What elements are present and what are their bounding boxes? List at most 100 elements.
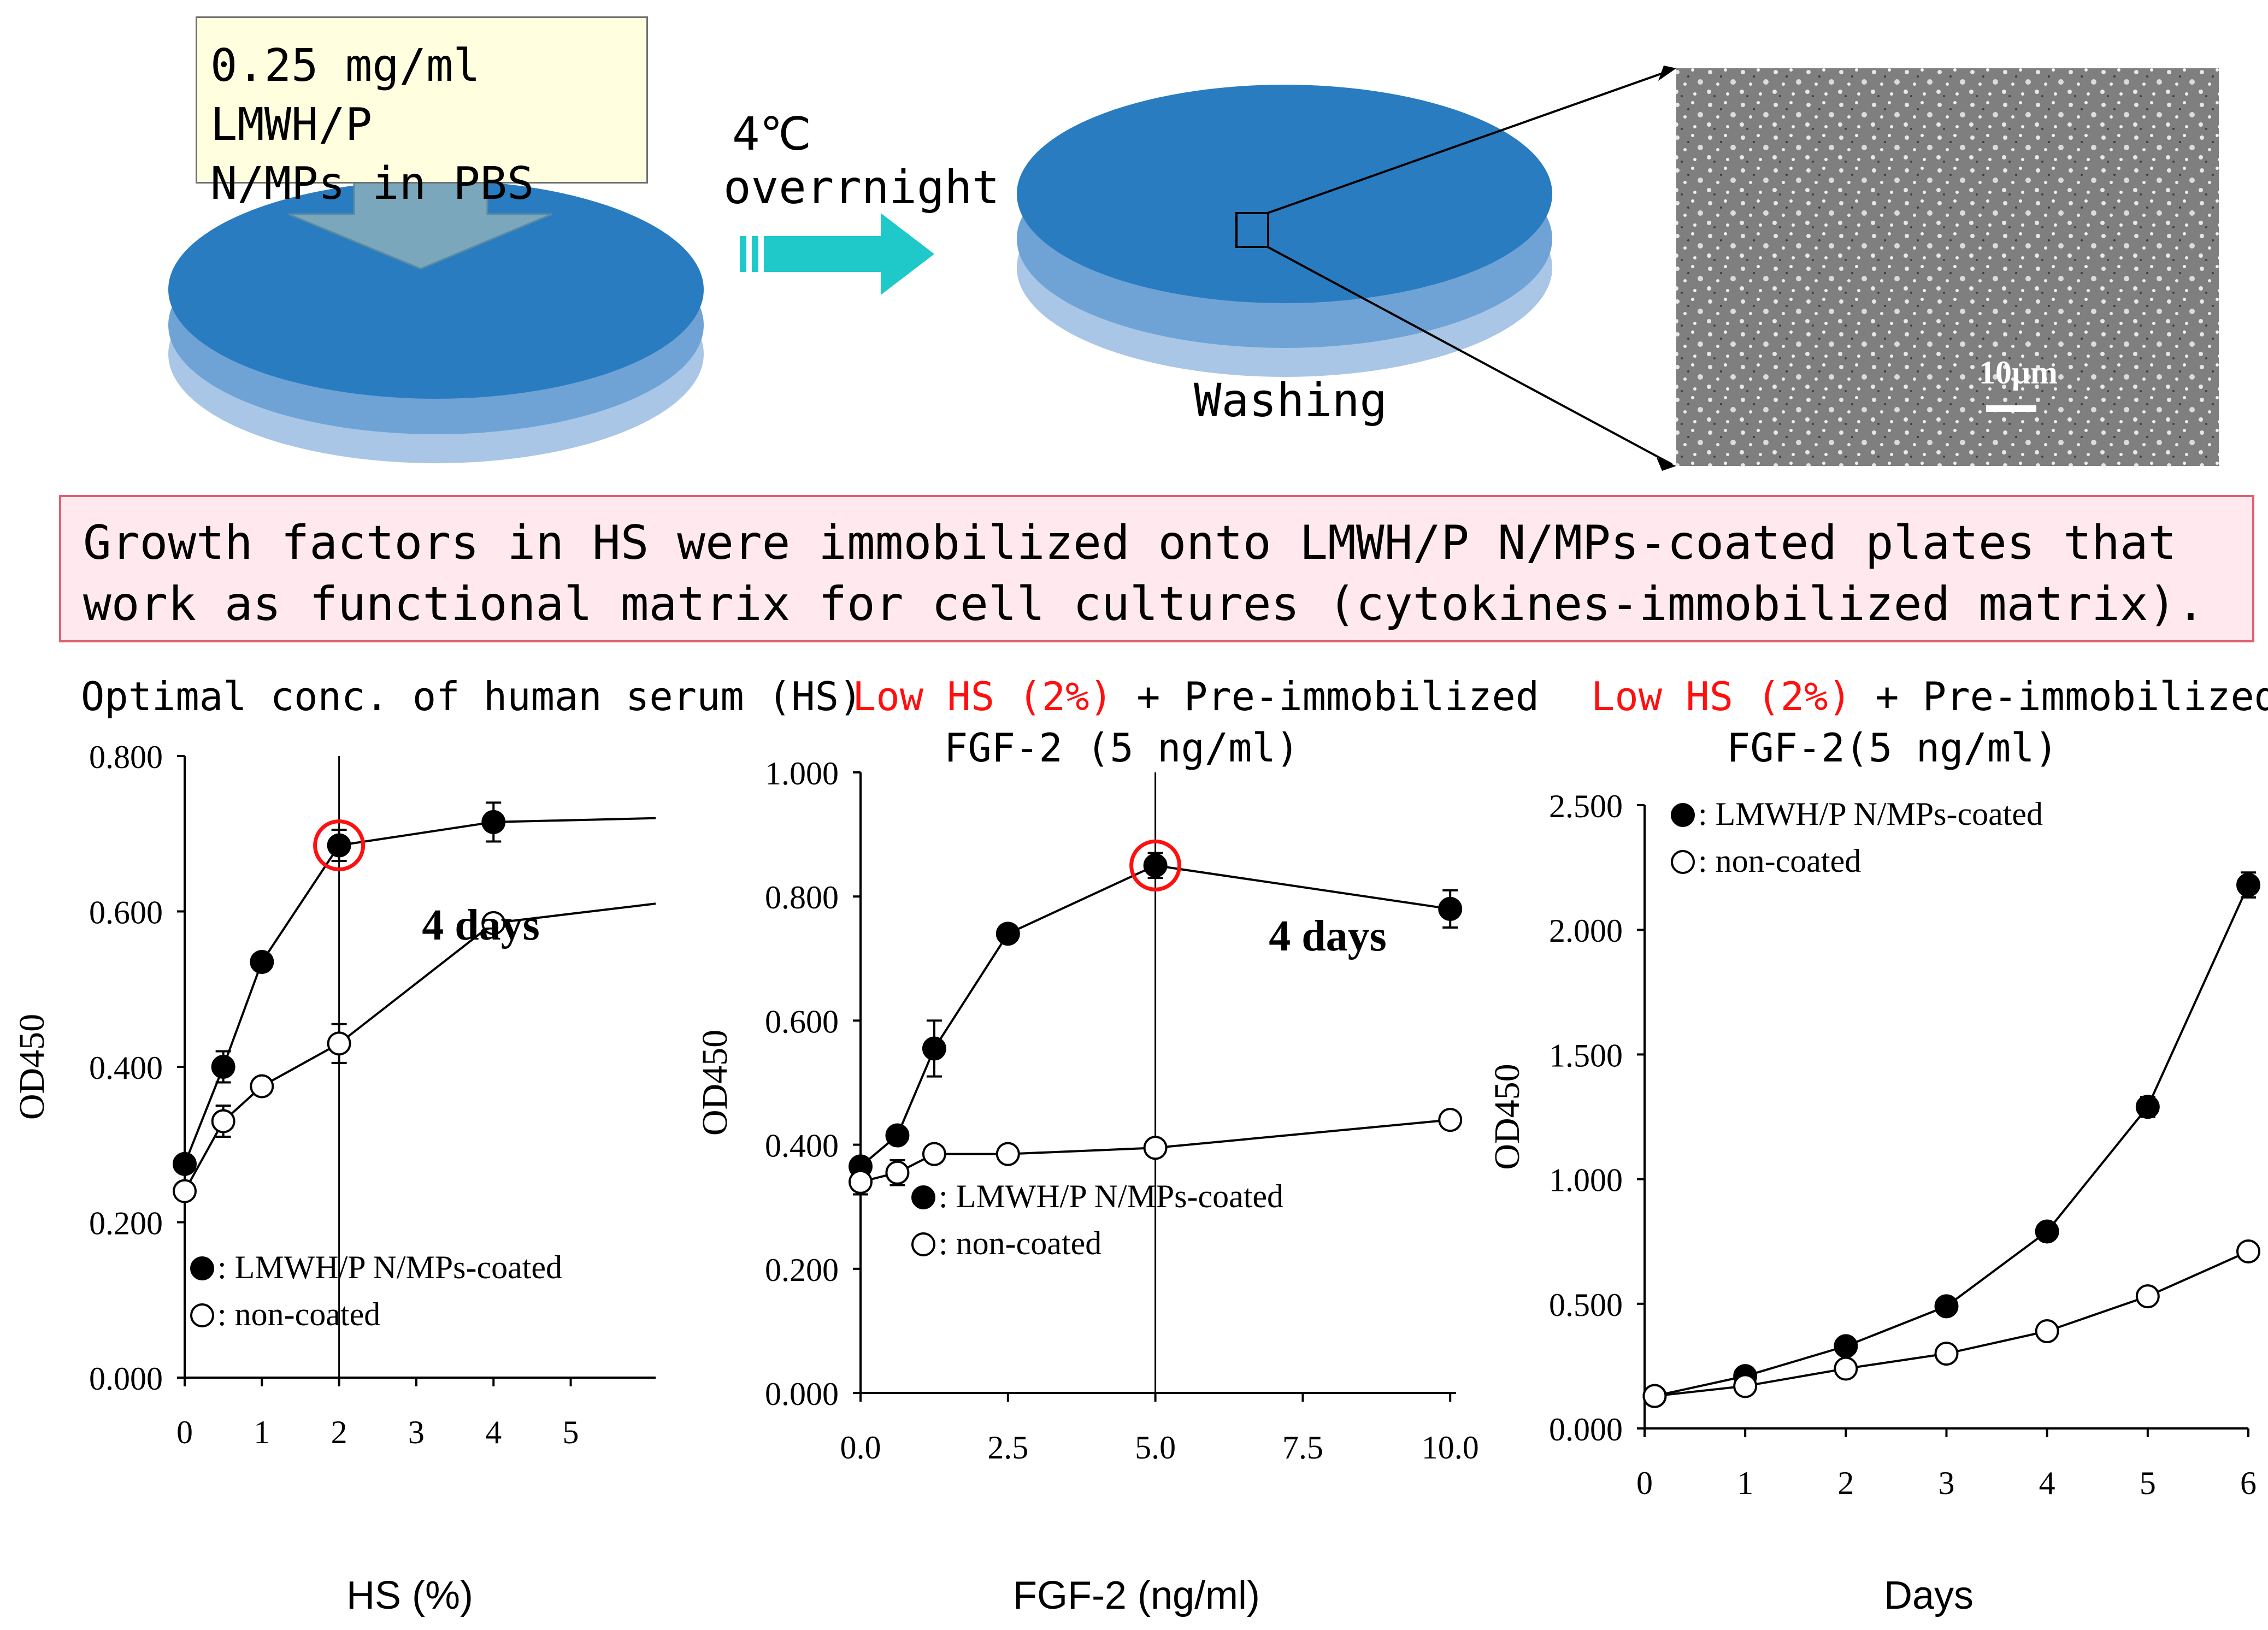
- x-tick-label: 2.5: [987, 1430, 1028, 1466]
- coated-plate-after: [1017, 85, 1552, 377]
- x-tick-label: 1: [1737, 1465, 1753, 1501]
- legend-label: : LMWH/P N/MPs-coated: [939, 1178, 1283, 1214]
- data-point-non-coated: [2035, 1319, 2059, 1344]
- scale-bar-label: 10μm: [1979, 355, 2058, 391]
- data-point-coated: [1834, 1334, 1858, 1359]
- data-point-non-coated: [1934, 1342, 1959, 1366]
- data-point-coated: [2035, 1219, 2059, 1244]
- data-point-non-coated: [1642, 1384, 1667, 1408]
- panel-2-subtitle: FGF-2 (5 ng/ml): [944, 725, 1300, 771]
- y-tick-label: 0.200: [765, 1252, 839, 1288]
- panel-3-title: Low HS (2%) + Pre-immobilized: [1591, 674, 2268, 719]
- y-tick-label: 0.400: [89, 1050, 163, 1086]
- y-tick-label: 0.000: [89, 1361, 163, 1397]
- y-tick-label: 0.600: [89, 895, 163, 931]
- legend-marker: [1671, 803, 1695, 827]
- data-point-coated: [885, 1123, 910, 1148]
- panel-2-title: Low HS (2%) + Pre-immobilized: [852, 674, 1539, 719]
- x-tick-label: 5: [563, 1414, 579, 1450]
- y-tick-label: 2.500: [1549, 788, 1623, 824]
- duration-annotation: 4 days: [422, 901, 540, 949]
- x-tick-label: 3: [408, 1414, 425, 1450]
- panel-3-title-rest: + Pre-immobilized: [1851, 674, 2268, 719]
- data-point-non-coated: [2236, 1239, 2260, 1263]
- optimal-highlight-circle: [1129, 839, 1182, 891]
- data-point-coated: [1438, 896, 1463, 921]
- y-tick-label: 0.200: [89, 1206, 163, 1242]
- data-point-non-coated: [2135, 1284, 2160, 1309]
- zoom-region-box: [1235, 212, 1269, 248]
- washing-label: Washing: [1194, 374, 1388, 427]
- scale-bar: [1986, 405, 2036, 412]
- incubation-time-label: overrnight: [723, 161, 1000, 214]
- y-tick-label: 1.000: [1549, 1162, 1623, 1198]
- data-point-non-coated: [1438, 1108, 1463, 1132]
- coated-plate-before: [168, 180, 704, 463]
- panel-3-title-red: Low HS (2%): [1591, 674, 1852, 719]
- process-arrow-icon: [740, 213, 934, 295]
- data-point-coated: [173, 1151, 197, 1176]
- y-axis-title: OD450: [695, 1030, 735, 1136]
- summary-box: Growth factors in HS were immobilized on…: [59, 495, 2254, 642]
- y-axis-title: OD450: [1487, 1064, 1527, 1170]
- series-line-coated: [184, 817, 656, 1165]
- legend-marker: [1671, 850, 1695, 874]
- summary-text: Growth factors in HS were immobilized on…: [83, 516, 2205, 631]
- legend-label: : non-coated: [217, 1296, 380, 1332]
- x-tick-label: 2: [331, 1414, 347, 1450]
- panel-1-title: Optimal conc. of human serum (HS): [81, 674, 863, 719]
- panel-3-subtitle: FGF-2(5 ng/ml): [1727, 725, 2058, 771]
- data-point-coated: [995, 922, 1020, 946]
- data-point-coated: [250, 949, 274, 974]
- legend-label: : non-coated: [939, 1225, 1101, 1261]
- chart-days: 0.000 0.500 1.000 1.500 2.000 2.500 0 1 2 3 4 5 6 OD4…: [1487, 788, 2260, 1501]
- data-point-coated: [481, 810, 506, 834]
- panel-2-title-red: Low HS (2%): [852, 674, 1113, 719]
- x-tick-label: 2: [1837, 1465, 1854, 1501]
- data-point-non-coated: [211, 1109, 235, 1133]
- data-point-coated: [1143, 853, 1168, 878]
- y-tick-label: 0.000: [1549, 1412, 1623, 1448]
- x-tick-label: 7.5: [1282, 1430, 1323, 1466]
- data-point-coated: [211, 1055, 235, 1079]
- data-point-non-coated: [995, 1142, 1020, 1166]
- y-tick-label: 0.600: [765, 1003, 839, 1040]
- zoom-line-top: [1267, 69, 1672, 214]
- data-point-non-coated: [481, 911, 506, 935]
- y-tick-label: 0.800: [765, 879, 839, 916]
- panel-2-title-rest: + Pre-immobilized: [1112, 674, 1540, 719]
- chart-fgf2-concentration: 0.000 0.200 0.400 0.600 0.800 1.000 0.0 2.5 5.0 7…: [695, 755, 1479, 1466]
- y-tick-label: 0.500: [1549, 1287, 1623, 1323]
- micrograph-image: [1676, 68, 2219, 466]
- chart-hs-concentration: 0.000 0.200 0.400 0.600 0.800 0 1 2 3 4 5 OD450 4 da…: [12, 739, 656, 1450]
- data-point-non-coated: [327, 1031, 351, 1056]
- y-tick-label: 0.000: [765, 1376, 839, 1412]
- optimal-highlight-circle: [313, 819, 366, 872]
- data-point-non-coated: [250, 1074, 274, 1099]
- pour-arrow-icon: [288, 179, 552, 270]
- data-point-non-coated: [849, 1170, 873, 1194]
- data-point-coated: [1934, 1294, 1959, 1319]
- legend-label: : non-coated: [1698, 843, 1861, 879]
- y-tick-label: 1.000: [765, 755, 839, 792]
- data-point-non-coated: [173, 1179, 197, 1203]
- zoom-line-bottom: [1267, 246, 1672, 465]
- x-tick-label: 0: [1636, 1465, 1653, 1501]
- data-point-non-coated: [922, 1142, 946, 1166]
- y-axis-title: OD450: [12, 1014, 52, 1120]
- y-tick-label: 0.800: [89, 739, 163, 775]
- incubation-temp-label: 4℃: [732, 107, 811, 161]
- x-tick-label: 0: [176, 1414, 193, 1450]
- data-point-non-coated: [1834, 1356, 1858, 1381]
- legend-marker: [911, 1232, 935, 1256]
- schematic-illustration: [168, 66, 2219, 471]
- series-line-coated: [1654, 884, 2249, 1397]
- x-tick-label: 1: [254, 1414, 270, 1450]
- legend-label: : LMWH/P N/MPs-coated: [1698, 796, 2043, 832]
- data-point-coated: [2236, 873, 2260, 897]
- x-tick-label: 0.0: [840, 1430, 881, 1466]
- y-tick-label: 1.500: [1549, 1037, 1623, 1073]
- legend-label: : LMWH/P N/MPs-coated: [217, 1249, 562, 1285]
- x-tick-label: 6: [2240, 1465, 2257, 1501]
- series-line-non-coated: [184, 902, 656, 1192]
